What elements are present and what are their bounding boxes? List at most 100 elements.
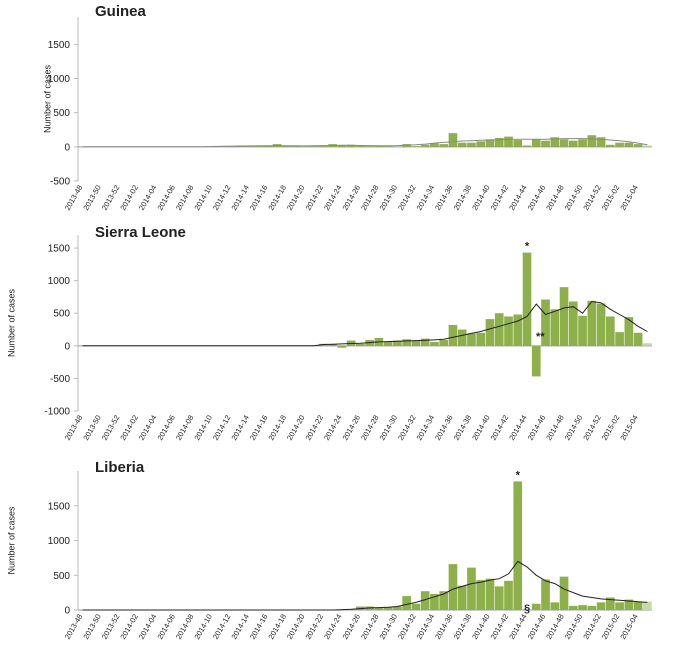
bar [578,605,587,610]
y-tick-label: 1000 [48,536,71,547]
y-axis-label: Number of cases [6,506,16,575]
bar [430,594,439,610]
bar [522,252,532,346]
bar [513,140,523,147]
bar [643,343,652,346]
bar [531,345,541,377]
trend-line [82,300,648,347]
bar [411,146,421,147]
bar [531,603,541,610]
bar [504,316,513,346]
bar [568,140,578,147]
y-tick-label: 1500 [48,40,71,51]
bar [559,287,569,346]
y-tick-label: 0 [64,606,70,617]
y-tick-label: -500 [50,177,70,188]
annotation: * [525,241,530,253]
y-tick-label: 1500 [48,244,71,255]
bar [281,145,291,147]
bar [467,333,476,346]
annotation: § [524,603,530,615]
y-tick-label: 500 [53,108,70,119]
bar [541,299,550,346]
bar [393,606,402,610]
trend-line [82,560,648,611]
bar [402,596,411,610]
x-tick-label: 2015-04 [618,184,640,212]
y-tick-label: 0 [64,341,70,352]
bar [476,332,486,346]
bar [578,139,587,147]
bar [643,145,652,147]
y-axis-label: Number of cases [6,288,16,357]
bar [615,142,624,147]
bar [504,136,513,147]
bar [244,146,254,147]
bar [485,319,495,346]
bar [420,591,430,610]
bar [587,300,597,346]
bar [606,597,615,610]
bar [522,145,532,147]
bar [365,146,374,147]
bar [467,567,476,610]
bar [596,137,606,147]
bar [587,135,597,147]
y-tick-label: 500 [53,571,70,582]
bar [430,341,439,346]
y-axis-label: Number of cases [42,64,52,133]
bar [531,139,541,147]
bar [550,309,560,346]
bar [494,313,504,346]
chart-title: Sierra Leone [95,224,186,241]
bar [513,481,523,610]
annotation: * [516,469,521,481]
y-tick-label: 1000 [48,74,71,85]
bar [383,607,393,610]
bar [393,340,402,346]
trend-line [82,138,648,148]
bar [383,146,393,147]
bar [356,145,365,147]
bar [504,580,513,610]
bar [476,141,486,147]
bar [494,137,504,147]
bar [337,145,347,147]
bar [494,586,504,610]
chart-title: Guinea [95,3,147,20]
bar [254,145,263,147]
bar [513,314,523,346]
y-tick-label: 0 [64,142,70,153]
bar [633,601,643,610]
bar [448,133,458,147]
bar [291,146,300,147]
bar [457,142,467,147]
bar [383,341,393,346]
bar [578,315,587,346]
bar [568,301,578,346]
y-tick-label: 1000 [48,276,71,287]
bar [467,142,476,147]
bar [596,303,606,346]
y-tick-label: -500 [50,374,70,385]
y-tick-label: 1500 [48,501,71,512]
bar [374,607,384,610]
bar [346,144,356,147]
bar [559,576,569,610]
bar [328,344,337,346]
y-tick-label: -1000 [44,407,70,418]
bar [485,578,495,610]
bar [587,605,597,610]
bar [559,139,569,147]
bar [476,580,486,610]
bar [448,324,458,346]
bar [319,145,328,147]
bar [633,332,643,346]
bar [402,339,411,346]
bar [643,601,652,610]
bar [485,139,495,147]
bar [541,140,550,147]
bar [337,345,347,348]
bar [624,599,634,610]
bar [568,605,578,610]
